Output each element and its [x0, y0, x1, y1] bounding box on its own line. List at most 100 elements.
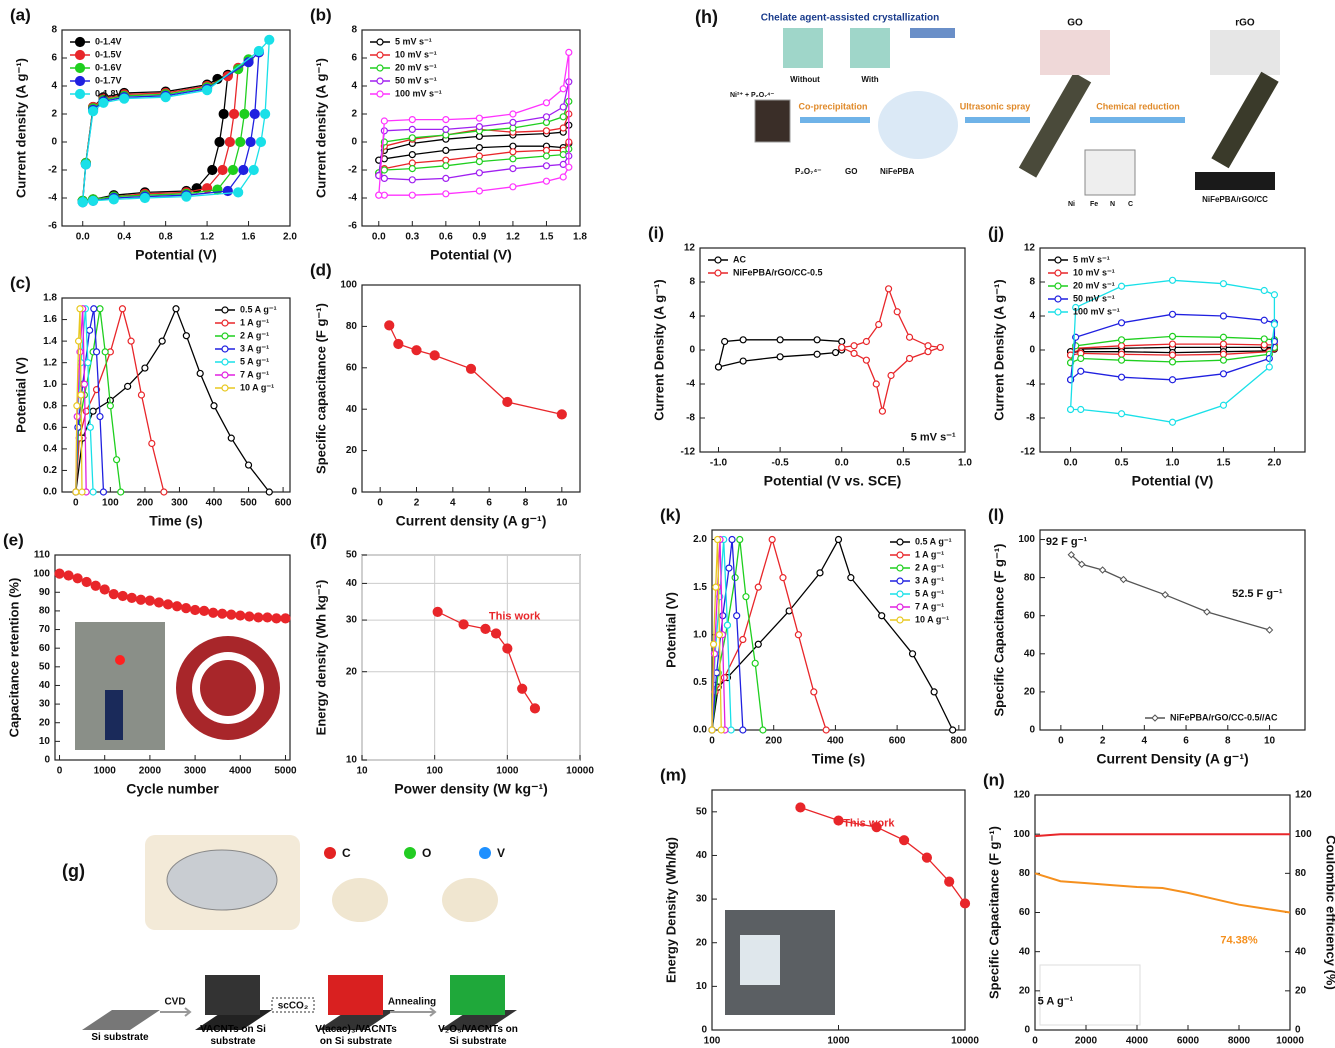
data-point [233, 187, 244, 198]
data-point [1265, 354, 1273, 363]
data-point [847, 574, 855, 582]
panel-label: (k) [660, 505, 681, 524]
annotation: 5 mV s⁻¹ [911, 432, 956, 444]
legend-label: 0.5 A g⁻¹ [240, 304, 277, 314]
legend-label: 2 A g⁻¹ [240, 330, 269, 340]
x-tick-label: -1.0 [710, 458, 728, 469]
y-tick-label: 0 [1029, 345, 1035, 356]
y-tick-label: 4 [51, 81, 57, 92]
y-tick-label: 0.8 [43, 400, 57, 411]
data-point [850, 349, 858, 357]
y-tick-label: 8 [1029, 277, 1035, 288]
data-point [1168, 358, 1177, 366]
data-point [509, 155, 517, 163]
data-point [779, 574, 787, 582]
data-point [465, 363, 477, 374]
data-point [502, 643, 513, 654]
inset-photo [740, 935, 780, 985]
legend-label: AC [733, 254, 746, 264]
y-axis-title: Current density (A g⁻¹) [13, 58, 28, 198]
data-point [99, 488, 108, 496]
legend-label: 1 A g⁻¹ [240, 317, 269, 327]
data-point [172, 305, 180, 313]
legend-marker [221, 345, 229, 353]
data-point [959, 898, 971, 909]
data-point [442, 190, 450, 198]
y-tick-label: 40 [346, 404, 358, 415]
data-point [87, 106, 99, 117]
legend-label: 0-1.6V [95, 62, 122, 72]
x-tick-label: 1000 [496, 766, 519, 777]
device [166, 849, 278, 911]
data-point [542, 177, 551, 185]
y-tick-label: 70 [39, 624, 51, 635]
legend-marker [1054, 295, 1062, 303]
data-point [108, 589, 119, 600]
data-point [1117, 342, 1126, 350]
data-point [182, 332, 190, 340]
diagram-label: With [861, 75, 878, 84]
y-tick-label: 100 [1013, 829, 1030, 840]
data-point [227, 164, 239, 176]
legend-marker [896, 564, 904, 572]
data-point [124, 382, 132, 390]
x-tick-label: 0.0 [1064, 458, 1078, 469]
data-point [813, 336, 821, 344]
data-point [831, 348, 840, 357]
panel-label: (b) [310, 5, 332, 24]
x-tick-label: 5000 [274, 766, 297, 777]
data-point [717, 726, 725, 734]
data-point [517, 683, 528, 694]
data-point [1260, 335, 1268, 343]
data-point [838, 343, 846, 352]
x-tick-label: 300 [171, 498, 188, 509]
y-tick-label: 0.6 [43, 422, 57, 433]
data-point [924, 342, 932, 350]
data-point [1219, 356, 1228, 364]
arrow [160, 1007, 192, 1017]
data-point [794, 631, 802, 639]
annotation: 92 F g⁻¹ [1046, 536, 1088, 548]
data-point [1219, 312, 1228, 320]
data-point [875, 320, 883, 329]
data-point [119, 93, 130, 104]
x-tick-label: 4000 [229, 766, 252, 777]
data-point [89, 407, 97, 415]
data-point [137, 391, 146, 399]
y-tick-label: 60 [1019, 907, 1031, 918]
data-point [86, 423, 94, 431]
legend-label: 20 mV s⁻¹ [1073, 280, 1115, 290]
data-point [1067, 551, 1076, 559]
x-tick-label: 0.3 [405, 232, 419, 243]
legend-label: 7 A g⁻¹ [915, 601, 944, 611]
data-point [721, 337, 729, 346]
legend-label: 0-1.4V [95, 36, 122, 46]
y-tick-label: -12 [681, 447, 696, 458]
legend-text: C [1128, 201, 1133, 208]
legend-label: 7 A g⁻¹ [240, 369, 269, 379]
data-point [810, 688, 818, 696]
data-point [725, 564, 733, 572]
y-tick-label: 1.6 [43, 314, 57, 325]
y-tick-label: 0 [701, 1025, 707, 1036]
x-tick-label: 2.0 [283, 232, 297, 243]
data-point [754, 640, 762, 648]
stage-label: Si substrate [91, 1032, 149, 1043]
data-point [442, 115, 450, 124]
legend-marker [376, 90, 384, 98]
data-point [878, 407, 887, 415]
panel-label: (h) [695, 7, 718, 27]
plot-frame [361, 554, 581, 761]
data-point [1270, 291, 1279, 299]
x-tick-label: 1.8 [573, 232, 587, 243]
data-point [1119, 575, 1128, 584]
x-tick-label: 400 [827, 736, 844, 747]
x-axis-title: Time (s) [812, 751, 865, 767]
data-point [739, 635, 747, 644]
y-tick-label: 2 [351, 109, 357, 120]
y-tick-label: -4 [48, 193, 57, 204]
panel-label: (i) [648, 223, 664, 242]
y-tick-label: 0.0 [43, 487, 57, 498]
data-point [384, 320, 395, 331]
annotation: This work [843, 818, 895, 830]
